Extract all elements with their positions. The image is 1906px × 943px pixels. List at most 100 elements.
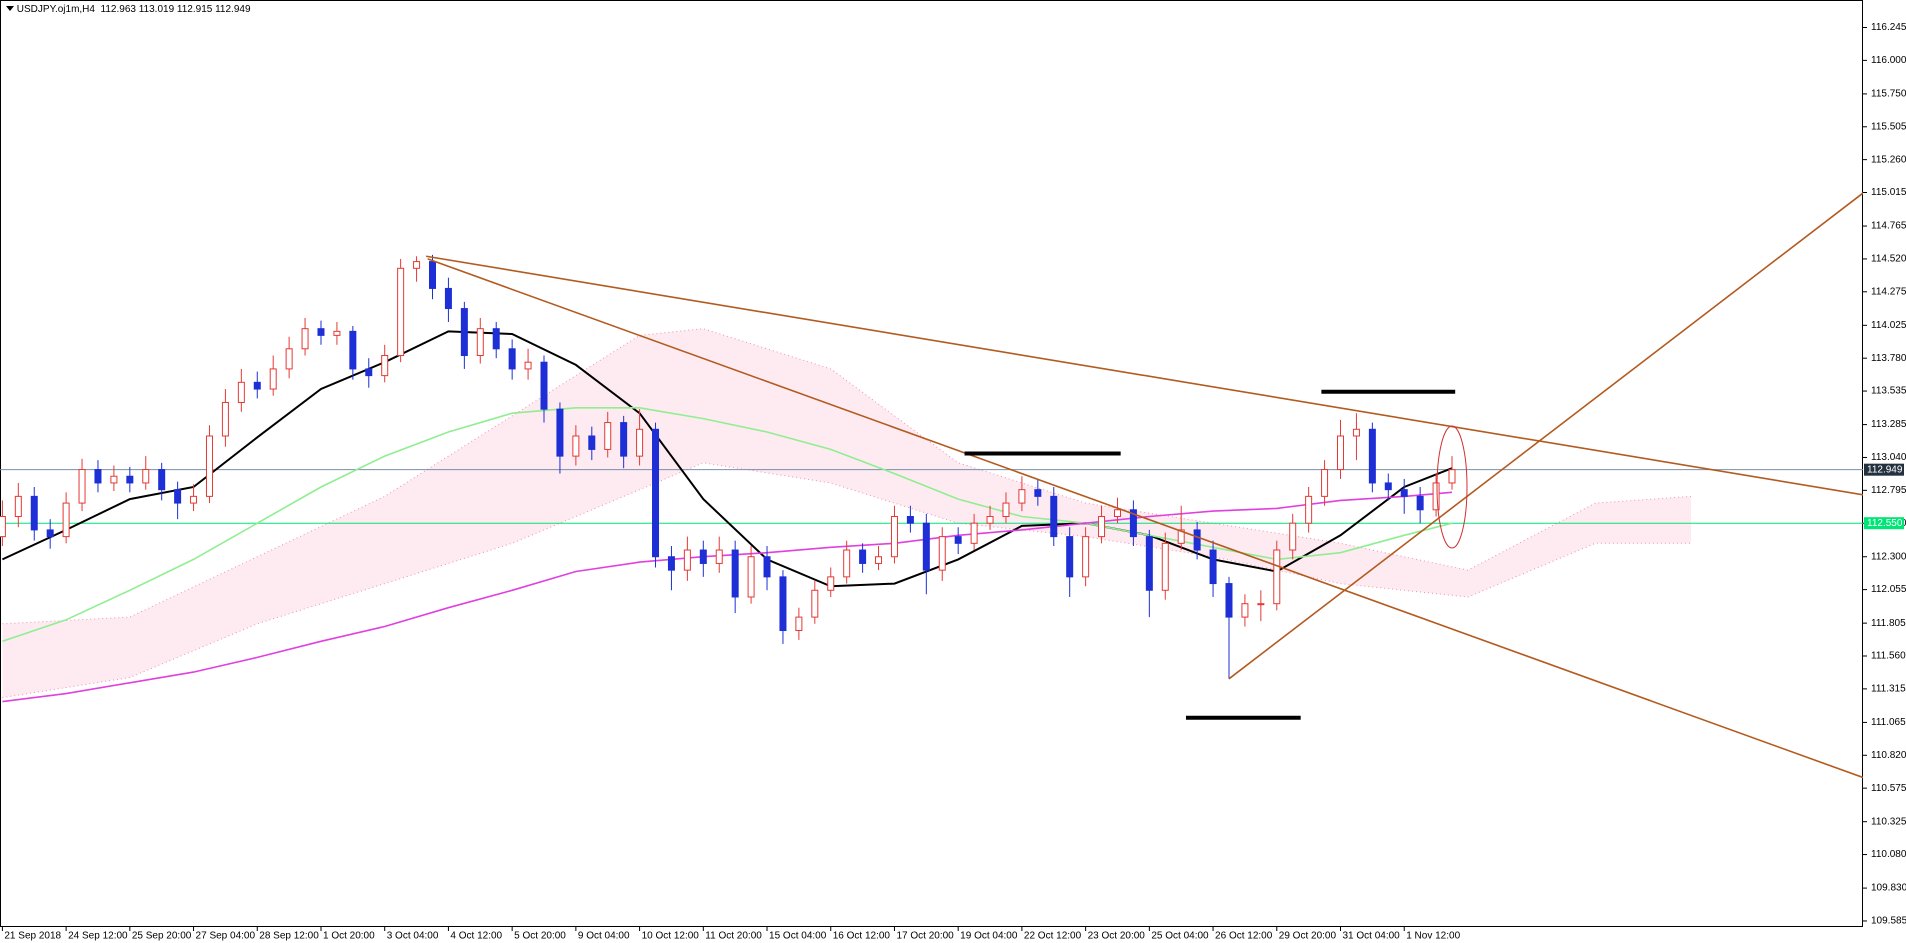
y-tick-label: 114.520 bbox=[1871, 254, 1906, 265]
low: 112.915 bbox=[176, 4, 213, 15]
candle-body bbox=[1002, 502, 1010, 517]
x-tick-label: 29 Oct 20:00 bbox=[1279, 931, 1337, 942]
candle-body bbox=[237, 381, 245, 403]
y-tick-label: 115.260 bbox=[1871, 154, 1906, 165]
candle-body bbox=[540, 361, 548, 410]
y-tick-label: 114.765 bbox=[1871, 221, 1906, 232]
candle-body bbox=[890, 515, 898, 558]
candle-body bbox=[460, 308, 468, 357]
candle-body bbox=[779, 576, 787, 632]
candle-body bbox=[78, 469, 86, 504]
candle-body bbox=[843, 549, 851, 578]
candle-body bbox=[444, 287, 452, 310]
candle-body bbox=[524, 361, 532, 370]
x-tick-label: 17 Oct 20:00 bbox=[896, 931, 954, 942]
candle-body bbox=[110, 475, 118, 484]
candle-body bbox=[986, 515, 994, 524]
candle-body bbox=[1082, 536, 1090, 578]
candle-body bbox=[1034, 489, 1042, 497]
highlight-ellipse bbox=[1436, 425, 1468, 549]
close: 112.949 bbox=[215, 4, 251, 15]
candle-body bbox=[253, 381, 261, 390]
x-tick-label: 1 Oct 20:00 bbox=[323, 931, 375, 942]
candle-body bbox=[588, 435, 596, 450]
candle-body bbox=[747, 556, 755, 598]
candle-body bbox=[94, 469, 102, 484]
y-tick-label: 111.065 bbox=[1871, 717, 1906, 728]
candle-body bbox=[731, 549, 739, 598]
candle-body bbox=[1400, 489, 1408, 497]
candle-body bbox=[1177, 529, 1185, 544]
candle-body bbox=[1113, 509, 1121, 517]
y-tick-label: 115.015 bbox=[1871, 187, 1906, 198]
price-label-box bbox=[1864, 463, 1904, 476]
candle-body bbox=[1050, 495, 1058, 538]
candle-body bbox=[875, 556, 883, 564]
candle-body bbox=[1161, 542, 1169, 591]
x-tick-label: 11 Oct 20:00 bbox=[705, 931, 762, 942]
y-tick-label: 109.830 bbox=[1871, 883, 1906, 894]
candle-body bbox=[1225, 583, 1233, 618]
candle-body bbox=[1129, 509, 1137, 538]
price-label-box bbox=[1864, 517, 1904, 530]
plot-frame bbox=[0, 0, 1863, 927]
candle-body bbox=[604, 422, 612, 450]
candle-body bbox=[190, 495, 198, 504]
candle-body bbox=[667, 556, 675, 571]
y-tick-label: 113.285 bbox=[1871, 419, 1906, 430]
candle-body bbox=[636, 428, 644, 457]
candle-body bbox=[652, 428, 660, 558]
x-tick-label: 16 Oct 12:00 bbox=[833, 931, 891, 942]
candle-body bbox=[221, 401, 229, 437]
candle-body bbox=[683, 549, 691, 571]
candle-body bbox=[397, 267, 405, 357]
candle-body bbox=[1209, 549, 1217, 585]
high: 113.019 bbox=[138, 4, 175, 15]
candle-body bbox=[285, 348, 293, 370]
candle-body bbox=[922, 522, 930, 571]
y-tick-label: 109.585 bbox=[1871, 916, 1906, 927]
y-tick-label: 114.275 bbox=[1871, 286, 1906, 297]
candle-body bbox=[1368, 428, 1376, 484]
candle-body bbox=[1289, 522, 1297, 551]
candle-body bbox=[1321, 469, 1329, 497]
x-tick-label: 3 Oct 04:00 bbox=[387, 931, 439, 942]
candle-body bbox=[1241, 603, 1249, 618]
candle-body bbox=[572, 435, 580, 457]
candle-body bbox=[30, 495, 38, 531]
candle-body bbox=[1257, 603, 1265, 606]
candle-body bbox=[46, 529, 54, 538]
y-tick-label: 113.535 bbox=[1871, 386, 1906, 397]
cloud-upper bbox=[2, 328, 1692, 625]
candle-body bbox=[556, 408, 564, 457]
candle-body bbox=[0, 515, 6, 538]
y-tick-label: 112.795 bbox=[1871, 485, 1906, 496]
candle-body bbox=[1098, 515, 1106, 538]
candle-body bbox=[317, 328, 325, 336]
x-tick-label: 25 Sep 20:00 bbox=[132, 931, 192, 942]
x-tick-label: 28 Sep 12:00 bbox=[259, 931, 319, 942]
x-tick-label: 1 Nov 12:00 bbox=[1406, 931, 1460, 942]
symbol-header: USDJPY.oj1m,H4 112.963 113.019 112.915 1… bbox=[6, 4, 251, 15]
candle-body bbox=[1352, 428, 1360, 437]
trendline bbox=[1228, 192, 1863, 680]
candle-body bbox=[1193, 529, 1201, 551]
candle-body bbox=[827, 576, 835, 591]
candle-body bbox=[1416, 495, 1424, 511]
y-tick-label: 111.560 bbox=[1871, 651, 1906, 662]
x-tick-label: 19 Oct 04:00 bbox=[960, 931, 1018, 942]
x-tick-label: 10 Oct 12:00 bbox=[642, 931, 700, 942]
candle-body bbox=[954, 536, 962, 544]
x-tick-label: 5 Oct 20:00 bbox=[514, 931, 566, 942]
y-tick-label: 110.820 bbox=[1871, 750, 1906, 761]
candle-body bbox=[365, 368, 373, 377]
candle-body bbox=[620, 422, 628, 457]
candle-body bbox=[906, 515, 914, 524]
candle-body bbox=[1145, 536, 1153, 591]
y-tick-label: 114.025 bbox=[1871, 320, 1906, 331]
y-tick-label: 116.245 bbox=[1871, 22, 1906, 33]
moving-average bbox=[1, 330, 1453, 588]
moving-average bbox=[2, 407, 1453, 643]
trendline bbox=[425, 255, 1863, 496]
